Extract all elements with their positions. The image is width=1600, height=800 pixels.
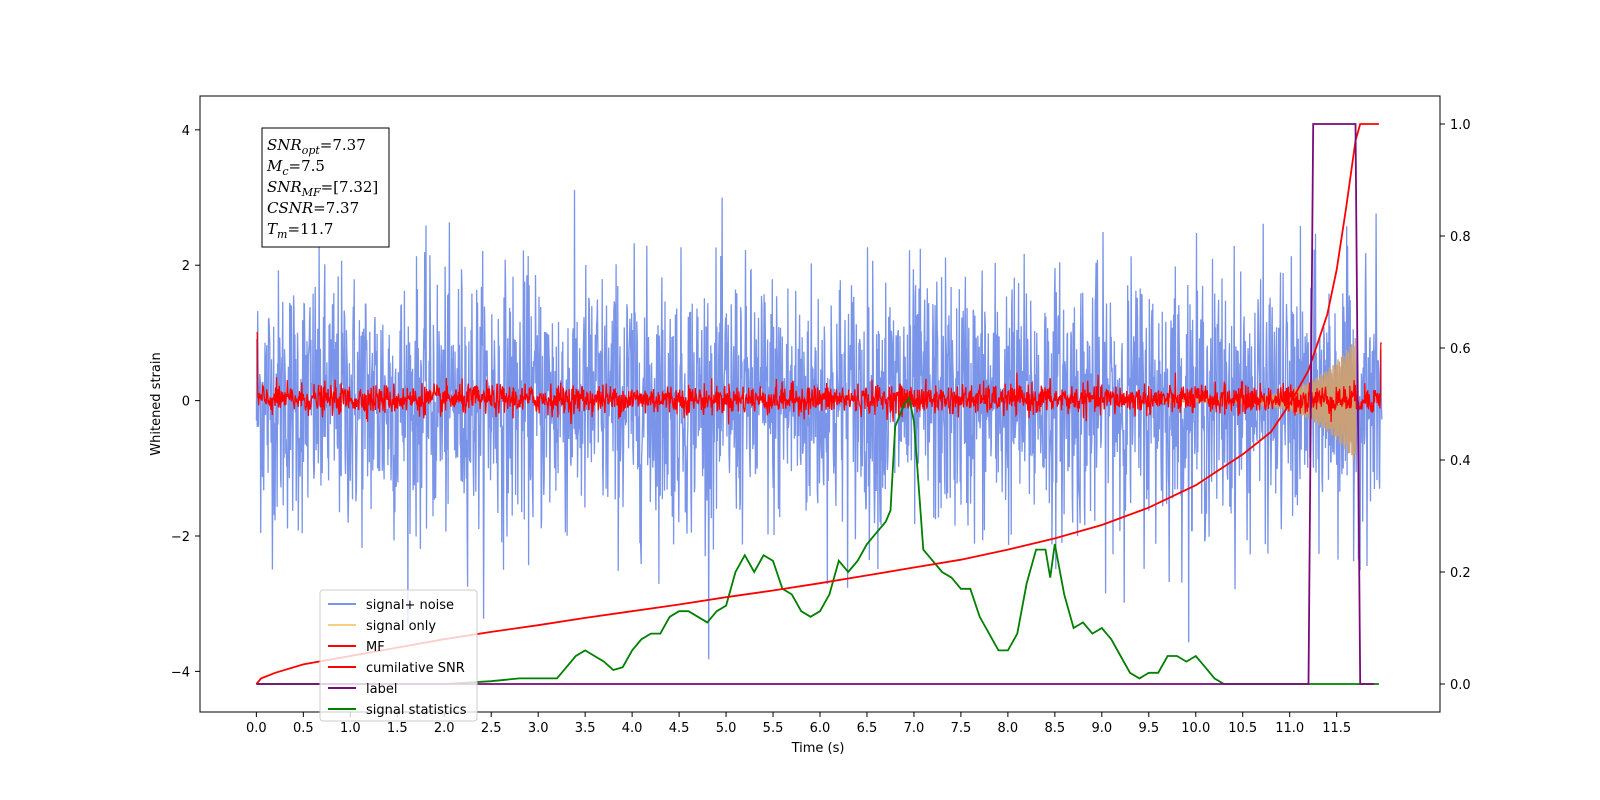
x-tick-label: 4.5 — [669, 721, 690, 736]
legend-item: signal only — [328, 619, 436, 634]
y-tick-label: −2 — [171, 530, 190, 545]
x-tick-label: 7.0 — [904, 721, 925, 736]
legend-label: signal statistics — [366, 703, 467, 718]
x-tick-label: 0.5 — [293, 721, 314, 736]
plot-area — [255, 123, 1383, 685]
mf-line — [256, 332, 1382, 425]
legend-item: label — [328, 682, 397, 697]
x-tick-label: 8.5 — [1045, 721, 1066, 736]
x-tick-label: 0.0 — [246, 721, 267, 736]
y-tick-label: 4 — [182, 124, 190, 139]
signal-noise-line — [255, 189, 1383, 660]
x-tick-label: 1.5 — [387, 721, 408, 736]
x-axis-title: Time (s) — [791, 741, 845, 756]
x-tick-label: 1.0 — [340, 721, 361, 736]
legend-label: signal+ noise — [366, 598, 454, 613]
legend-label: signal only — [366, 619, 436, 634]
annotation-line: Mc=7.5 — [266, 157, 325, 178]
legend-label: MF — [366, 640, 385, 655]
x-tick-label: 3.0 — [528, 721, 549, 736]
y-axis-right: 1.0 0.8 0.6 0.4 0.2 0.0 — [1440, 118, 1471, 693]
x-tick-label: 7.5 — [951, 721, 972, 736]
annotation-line: SNRMF=[7.32] — [267, 178, 378, 199]
annotation-line: CSNR=7.37 — [267, 199, 359, 217]
legend-item: cumilative SNR — [328, 661, 465, 676]
annotation-frame — [261, 127, 390, 248]
y2-tick-label: 1.0 — [1450, 118, 1471, 133]
y2-tick-label: 0.4 — [1450, 454, 1471, 469]
x-tick-label: 9.0 — [1091, 721, 1112, 736]
annotation-line: Tm=11.7 — [267, 220, 333, 241]
legend: signal+ noise signal only MF cumilative SNR… — [319, 589, 478, 722]
x-tick-label: 9.5 — [1138, 721, 1159, 736]
legend-label: label — [366, 682, 397, 697]
annotation-line: SNRopt=7.37 — [267, 136, 366, 157]
legend-frame — [319, 589, 478, 722]
x-tick-label: 11.0 — [1275, 721, 1304, 736]
signal-statistics-line — [256, 396, 1379, 685]
x-tick-label: 5.0 — [716, 721, 737, 736]
x-tick-label: 10.5 — [1228, 721, 1257, 736]
x-tick-label: 6.0 — [810, 721, 831, 736]
x-tick-label: 8.0 — [998, 721, 1019, 736]
y-tick-label: −4 — [171, 665, 190, 680]
y2-tick-label: 0.6 — [1450, 342, 1471, 357]
x-tick-label: 5.5 — [763, 721, 784, 736]
y-axis-title: Whitened strain — [149, 352, 164, 455]
x-tick-label: 6.5 — [857, 721, 878, 736]
x-tick-label: 2.0 — [434, 721, 455, 736]
y-tick-label: 0 — [182, 395, 190, 410]
label-line — [256, 123, 1375, 685]
legend-label: cumilative SNR — [366, 661, 465, 676]
y2-tick-label: 0.0 — [1450, 678, 1471, 693]
y2-tick-label: 0.8 — [1450, 230, 1471, 245]
y2-tick-label: 0.2 — [1450, 566, 1471, 581]
y-tick-label: 2 — [182, 259, 190, 274]
x-tick-label: 2.5 — [481, 721, 502, 736]
x-tick-label: 4.0 — [622, 721, 643, 736]
x-tick-label: 10.0 — [1181, 721, 1210, 736]
x-tick-label: 3.5 — [575, 721, 596, 736]
x-axis: 0.0 0.5 1.0 1.5 2.0 2.5 3.0 3.5 4.0 4.5 5.0 5.5 6.0 6… — [246, 712, 1351, 736]
y-axis-left: 4 2 0 −2 −4 — [171, 124, 200, 680]
legend-item: MF — [328, 640, 385, 655]
x-tick-label: 11.5 — [1322, 721, 1351, 736]
legend-item: signal+ noise — [328, 598, 454, 613]
legend-item: signal statistics — [328, 703, 467, 718]
